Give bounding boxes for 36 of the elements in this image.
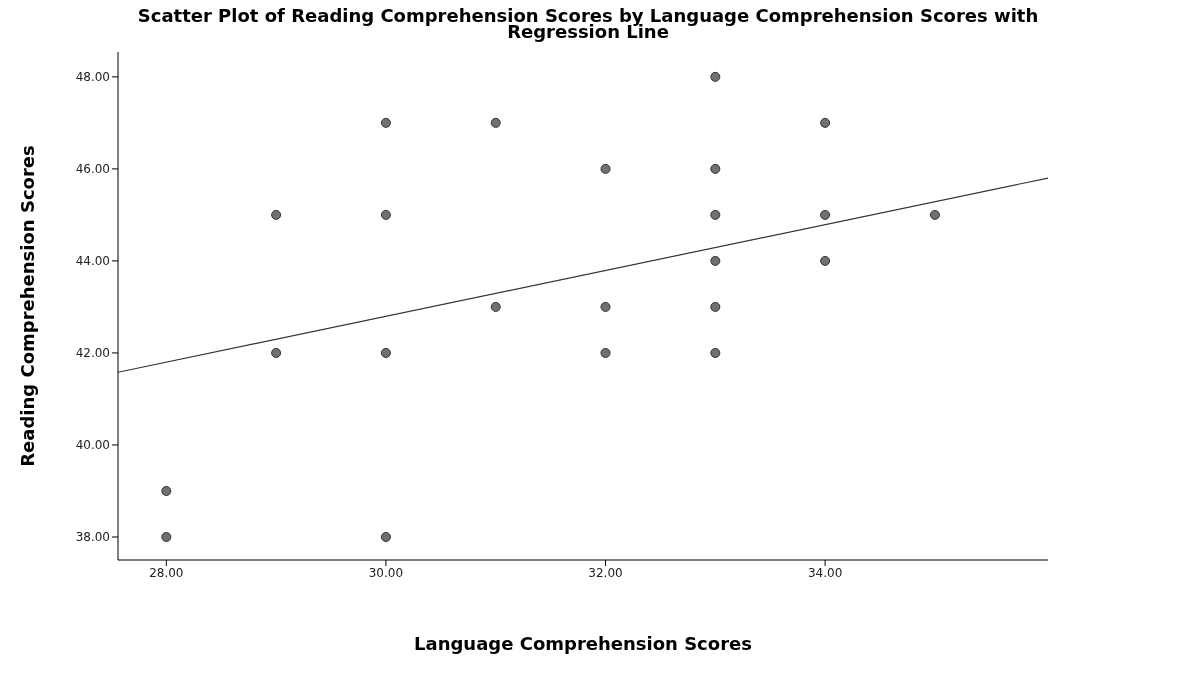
point bbox=[710, 209, 721, 220]
point bbox=[380, 531, 391, 542]
y-tick-label: 40.00 bbox=[75, 438, 110, 453]
y-tick-label: 44.00 bbox=[75, 254, 110, 269]
y-tick-label: 38.00 bbox=[75, 530, 110, 545]
point bbox=[490, 301, 501, 312]
chart-title: Scatter Plot of Reading Comprehension Scores by Language Comprehension Scores with Regression Line bbox=[136, 5, 1040, 42]
point bbox=[380, 209, 391, 220]
y-axis-title: Reading Comprehension Scores bbox=[17, 145, 39, 467]
point bbox=[820, 255, 831, 266]
point bbox=[710, 163, 721, 174]
y-tick-label: 42.00 bbox=[75, 346, 110, 361]
x-tick-label: 34.00 bbox=[807, 565, 843, 580]
point bbox=[380, 117, 391, 128]
point bbox=[710, 301, 721, 312]
x-tick-label: 28.00 bbox=[149, 565, 184, 580]
point bbox=[600, 301, 611, 312]
point bbox=[271, 347, 282, 358]
point bbox=[271, 209, 282, 220]
y-tick-label: 48.00 bbox=[75, 70, 110, 85]
point bbox=[161, 485, 172, 496]
x-tick-label: 30.00 bbox=[368, 565, 404, 580]
point bbox=[710, 255, 721, 266]
x-axis-title: Language Comprehension Scores bbox=[414, 633, 752, 654]
point bbox=[710, 347, 721, 358]
point bbox=[929, 209, 940, 220]
point bbox=[820, 209, 831, 220]
y-tick-label: 46.00 bbox=[75, 162, 110, 177]
x-tick-label: 32.00 bbox=[588, 565, 623, 580]
point bbox=[600, 347, 611, 358]
point bbox=[710, 71, 721, 82]
point bbox=[380, 347, 391, 358]
point bbox=[161, 531, 172, 542]
point bbox=[820, 117, 831, 128]
point bbox=[600, 163, 611, 174]
point bbox=[490, 117, 501, 128]
